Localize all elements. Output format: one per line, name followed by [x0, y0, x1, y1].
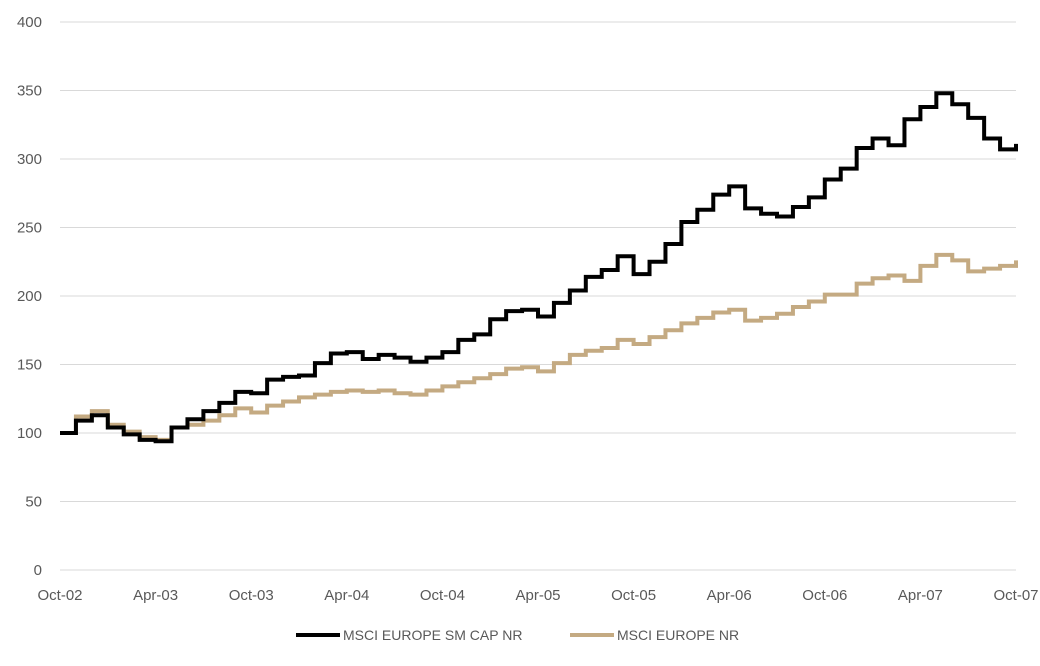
legend: MSCI EUROPE SM CAP NR MSCI EUROPE NR — [296, 627, 739, 643]
x-tick-label: Oct-02 — [37, 587, 82, 604]
y-axis-tick-labels: 0 50 100 150 200 250 300 350 400 — [17, 14, 42, 579]
series-line-0 — [60, 91, 1018, 444]
y-tick-label: 150 — [17, 357, 42, 374]
x-tick-label: Apr-07 — [898, 587, 943, 604]
x-tick-label: Oct-03 — [229, 587, 274, 604]
x-tick-label: Apr-04 — [324, 587, 369, 604]
y-tick-label: 200 — [17, 288, 42, 305]
x-tick-label: Oct-05 — [611, 587, 656, 604]
y-tick-label: 100 — [17, 425, 42, 442]
series-lines — [60, 91, 1018, 444]
y-tick-label: 350 — [17, 83, 42, 100]
x-tick-label: Oct-06 — [802, 587, 847, 604]
legend-label-europe: MSCI EUROPE NR — [617, 627, 739, 643]
y-tick-label: 50 — [25, 494, 42, 511]
legend-label-small-cap: MSCI EUROPE SM CAP NR — [343, 627, 522, 643]
x-tick-label: Apr-06 — [707, 587, 752, 604]
y-tick-label: 400 — [17, 14, 42, 31]
x-tick-label: Oct-07 — [993, 587, 1038, 604]
x-axis-tick-labels: Oct-02 Apr-03 Oct-03 Apr-04 Oct-04 Apr-05 Oct-… — [37, 587, 1038, 604]
y-tick-label: 300 — [17, 151, 42, 168]
gridlines — [60, 21, 1016, 571]
series-line-1 — [60, 252, 1018, 442]
x-tick-label: Apr-05 — [515, 587, 560, 604]
y-tick-label: 250 — [17, 220, 42, 237]
x-tick-label: Apr-03 — [133, 587, 178, 604]
y-tick-label: 0 — [34, 562, 42, 579]
x-tick-label: Oct-04 — [420, 587, 465, 604]
